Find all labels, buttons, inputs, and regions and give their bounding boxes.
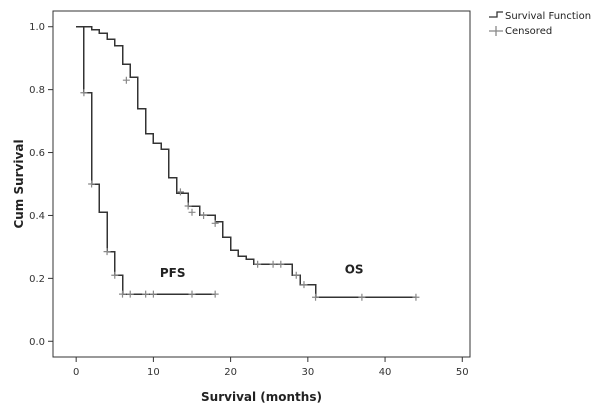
y-axis-title: Cum Survival bbox=[12, 139, 26, 228]
y-axis-ticks: 0.0 0.2 0.4 0.6 0.8 1.0 bbox=[29, 22, 53, 348]
os-censored-marker bbox=[292, 271, 300, 279]
y-tick-label: 0.8 bbox=[29, 85, 45, 96]
pfs-censored-marker bbox=[149, 290, 157, 298]
survival-function-legend-label: Survival Function bbox=[505, 11, 591, 22]
pfs-censored-marker bbox=[142, 290, 150, 298]
survival-function-legend-icon bbox=[489, 11, 503, 18]
y-tick-label: 0.4 bbox=[29, 211, 45, 222]
x-tick-label: 20 bbox=[224, 367, 237, 378]
pfs-censored-marker bbox=[80, 89, 88, 97]
x-tick-label: 40 bbox=[379, 367, 392, 378]
os-censored-marker bbox=[412, 293, 420, 301]
x-tick-label: 50 bbox=[456, 367, 469, 378]
os-series bbox=[76, 25, 420, 301]
pfs-censored-marker bbox=[88, 180, 96, 188]
pfs-curve-label: PFS bbox=[160, 266, 186, 280]
os-censored-marker bbox=[200, 211, 208, 219]
censored-legend-label: Censored bbox=[505, 26, 552, 37]
pfs-censored-marker bbox=[188, 290, 196, 298]
os-censored-marker bbox=[184, 202, 192, 210]
os-censored-marker bbox=[277, 260, 285, 268]
os-censored-marker bbox=[269, 260, 277, 268]
os-survival-line bbox=[76, 25, 416, 298]
censored-legend-icon bbox=[489, 26, 503, 36]
y-tick-label: 1.0 bbox=[29, 22, 45, 33]
pfs-censored-marker bbox=[103, 248, 111, 256]
y-tick-label: 0.0 bbox=[29, 337, 45, 348]
x-axis-title: Survival (months) bbox=[201, 390, 322, 404]
os-censored-marker bbox=[312, 293, 320, 301]
os-censored-marker bbox=[176, 188, 184, 196]
series-layer bbox=[76, 25, 420, 301]
os-censored-marker bbox=[211, 219, 219, 227]
os-censored-marker bbox=[254, 260, 262, 268]
pfs-survival-line bbox=[76, 25, 216, 295]
os-censored-marker bbox=[300, 281, 308, 289]
annotation-layer: PFS OS bbox=[160, 263, 364, 280]
os-censored-marker bbox=[188, 208, 196, 216]
y-tick-label: 0.6 bbox=[29, 148, 45, 159]
pfs-series bbox=[76, 25, 219, 298]
os-censored-marker bbox=[122, 76, 130, 84]
chart-legend: Survival Function Censored bbox=[489, 11, 591, 37]
pfs-censored-marker bbox=[126, 290, 134, 298]
x-tick-label: 0 bbox=[73, 367, 79, 378]
pfs-censored-marker bbox=[119, 290, 126, 298]
pfs-censored-marker bbox=[111, 271, 119, 279]
os-censored-marker bbox=[358, 293, 366, 301]
pfs-censored-marker bbox=[211, 290, 219, 298]
y-tick-label: 0.2 bbox=[29, 274, 45, 285]
x-axis-ticks: 0 10 20 30 40 50 bbox=[73, 357, 469, 378]
x-tick-label: 10 bbox=[147, 367, 160, 378]
x-tick-label: 30 bbox=[301, 367, 314, 378]
plot-frame bbox=[52, 10, 471, 358]
os-curve-label: OS bbox=[345, 263, 364, 277]
